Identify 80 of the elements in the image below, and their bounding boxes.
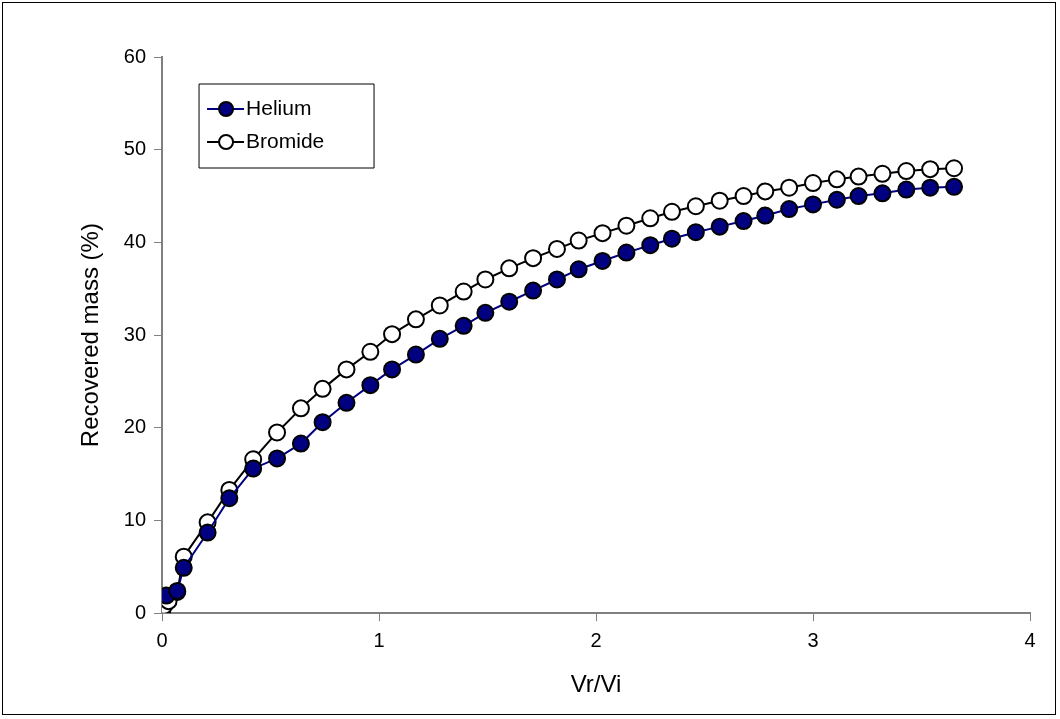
y-tick-label: 40 — [123, 229, 147, 252]
legend-label: Helium — [246, 95, 312, 119]
point — [454, 316, 473, 335]
point — [244, 459, 263, 478]
point — [804, 174, 823, 193]
point — [641, 236, 660, 255]
y-tick-label: 60 — [123, 44, 147, 67]
point — [198, 523, 217, 542]
point — [291, 399, 310, 418]
point — [945, 177, 964, 196]
point — [710, 217, 729, 236]
point — [945, 159, 964, 178]
point — [174, 558, 193, 577]
point — [686, 197, 705, 216]
point — [897, 162, 916, 181]
point — [313, 379, 332, 398]
point — [291, 434, 310, 453]
point — [569, 260, 588, 279]
point — [430, 296, 449, 315]
point — [383, 360, 402, 379]
x-tick-label: 2 — [590, 628, 602, 651]
point — [662, 229, 681, 248]
y-tick-label: 50 — [123, 137, 147, 160]
point — [849, 167, 868, 186]
point — [361, 342, 380, 361]
point — [897, 180, 916, 199]
point — [873, 164, 892, 183]
point — [593, 251, 612, 270]
x-axis-title: Vr/Vi — [570, 670, 622, 698]
point — [734, 212, 753, 231]
y-tick-label: 10 — [123, 508, 147, 531]
point — [268, 423, 287, 442]
point — [756, 206, 775, 225]
point — [827, 190, 846, 209]
point — [361, 376, 380, 395]
x-tick-label: 4 — [1024, 628, 1036, 651]
y-tick-label: 20 — [123, 415, 147, 438]
point — [804, 195, 823, 214]
y-tick-label: 30 — [123, 322, 147, 345]
point — [710, 191, 729, 210]
point — [827, 170, 846, 189]
y-tick-label: 0 — [134, 600, 147, 623]
point — [268, 449, 287, 468]
point — [524, 249, 543, 268]
point — [921, 178, 940, 197]
point — [593, 224, 612, 243]
point — [406, 345, 425, 364]
x-tick-label: 3 — [807, 628, 819, 651]
point — [873, 184, 892, 203]
point — [617, 243, 636, 262]
legend-label: Bromide — [246, 128, 325, 152]
x-tick-label: 1 — [373, 628, 385, 651]
point — [337, 360, 356, 379]
point — [686, 223, 705, 242]
point — [476, 303, 495, 322]
point — [756, 182, 775, 201]
point — [641, 209, 660, 228]
point — [406, 310, 425, 329]
y-axis-title: Recovered mass (%) — [76, 223, 104, 448]
point — [849, 187, 868, 206]
point — [500, 259, 519, 278]
point — [524, 281, 543, 300]
point — [383, 325, 402, 344]
point — [430, 329, 449, 348]
point — [921, 160, 940, 179]
point — [662, 202, 681, 221]
point — [220, 489, 239, 508]
point — [454, 282, 473, 301]
point — [337, 393, 356, 412]
point — [476, 270, 495, 289]
point — [780, 200, 799, 219]
point — [780, 178, 799, 197]
point — [313, 413, 332, 432]
point — [547, 239, 566, 258]
point — [734, 187, 753, 206]
point — [547, 270, 566, 289]
point — [500, 292, 519, 311]
point — [617, 216, 636, 235]
x-tick-label: 0 — [156, 628, 168, 651]
point — [569, 231, 588, 250]
